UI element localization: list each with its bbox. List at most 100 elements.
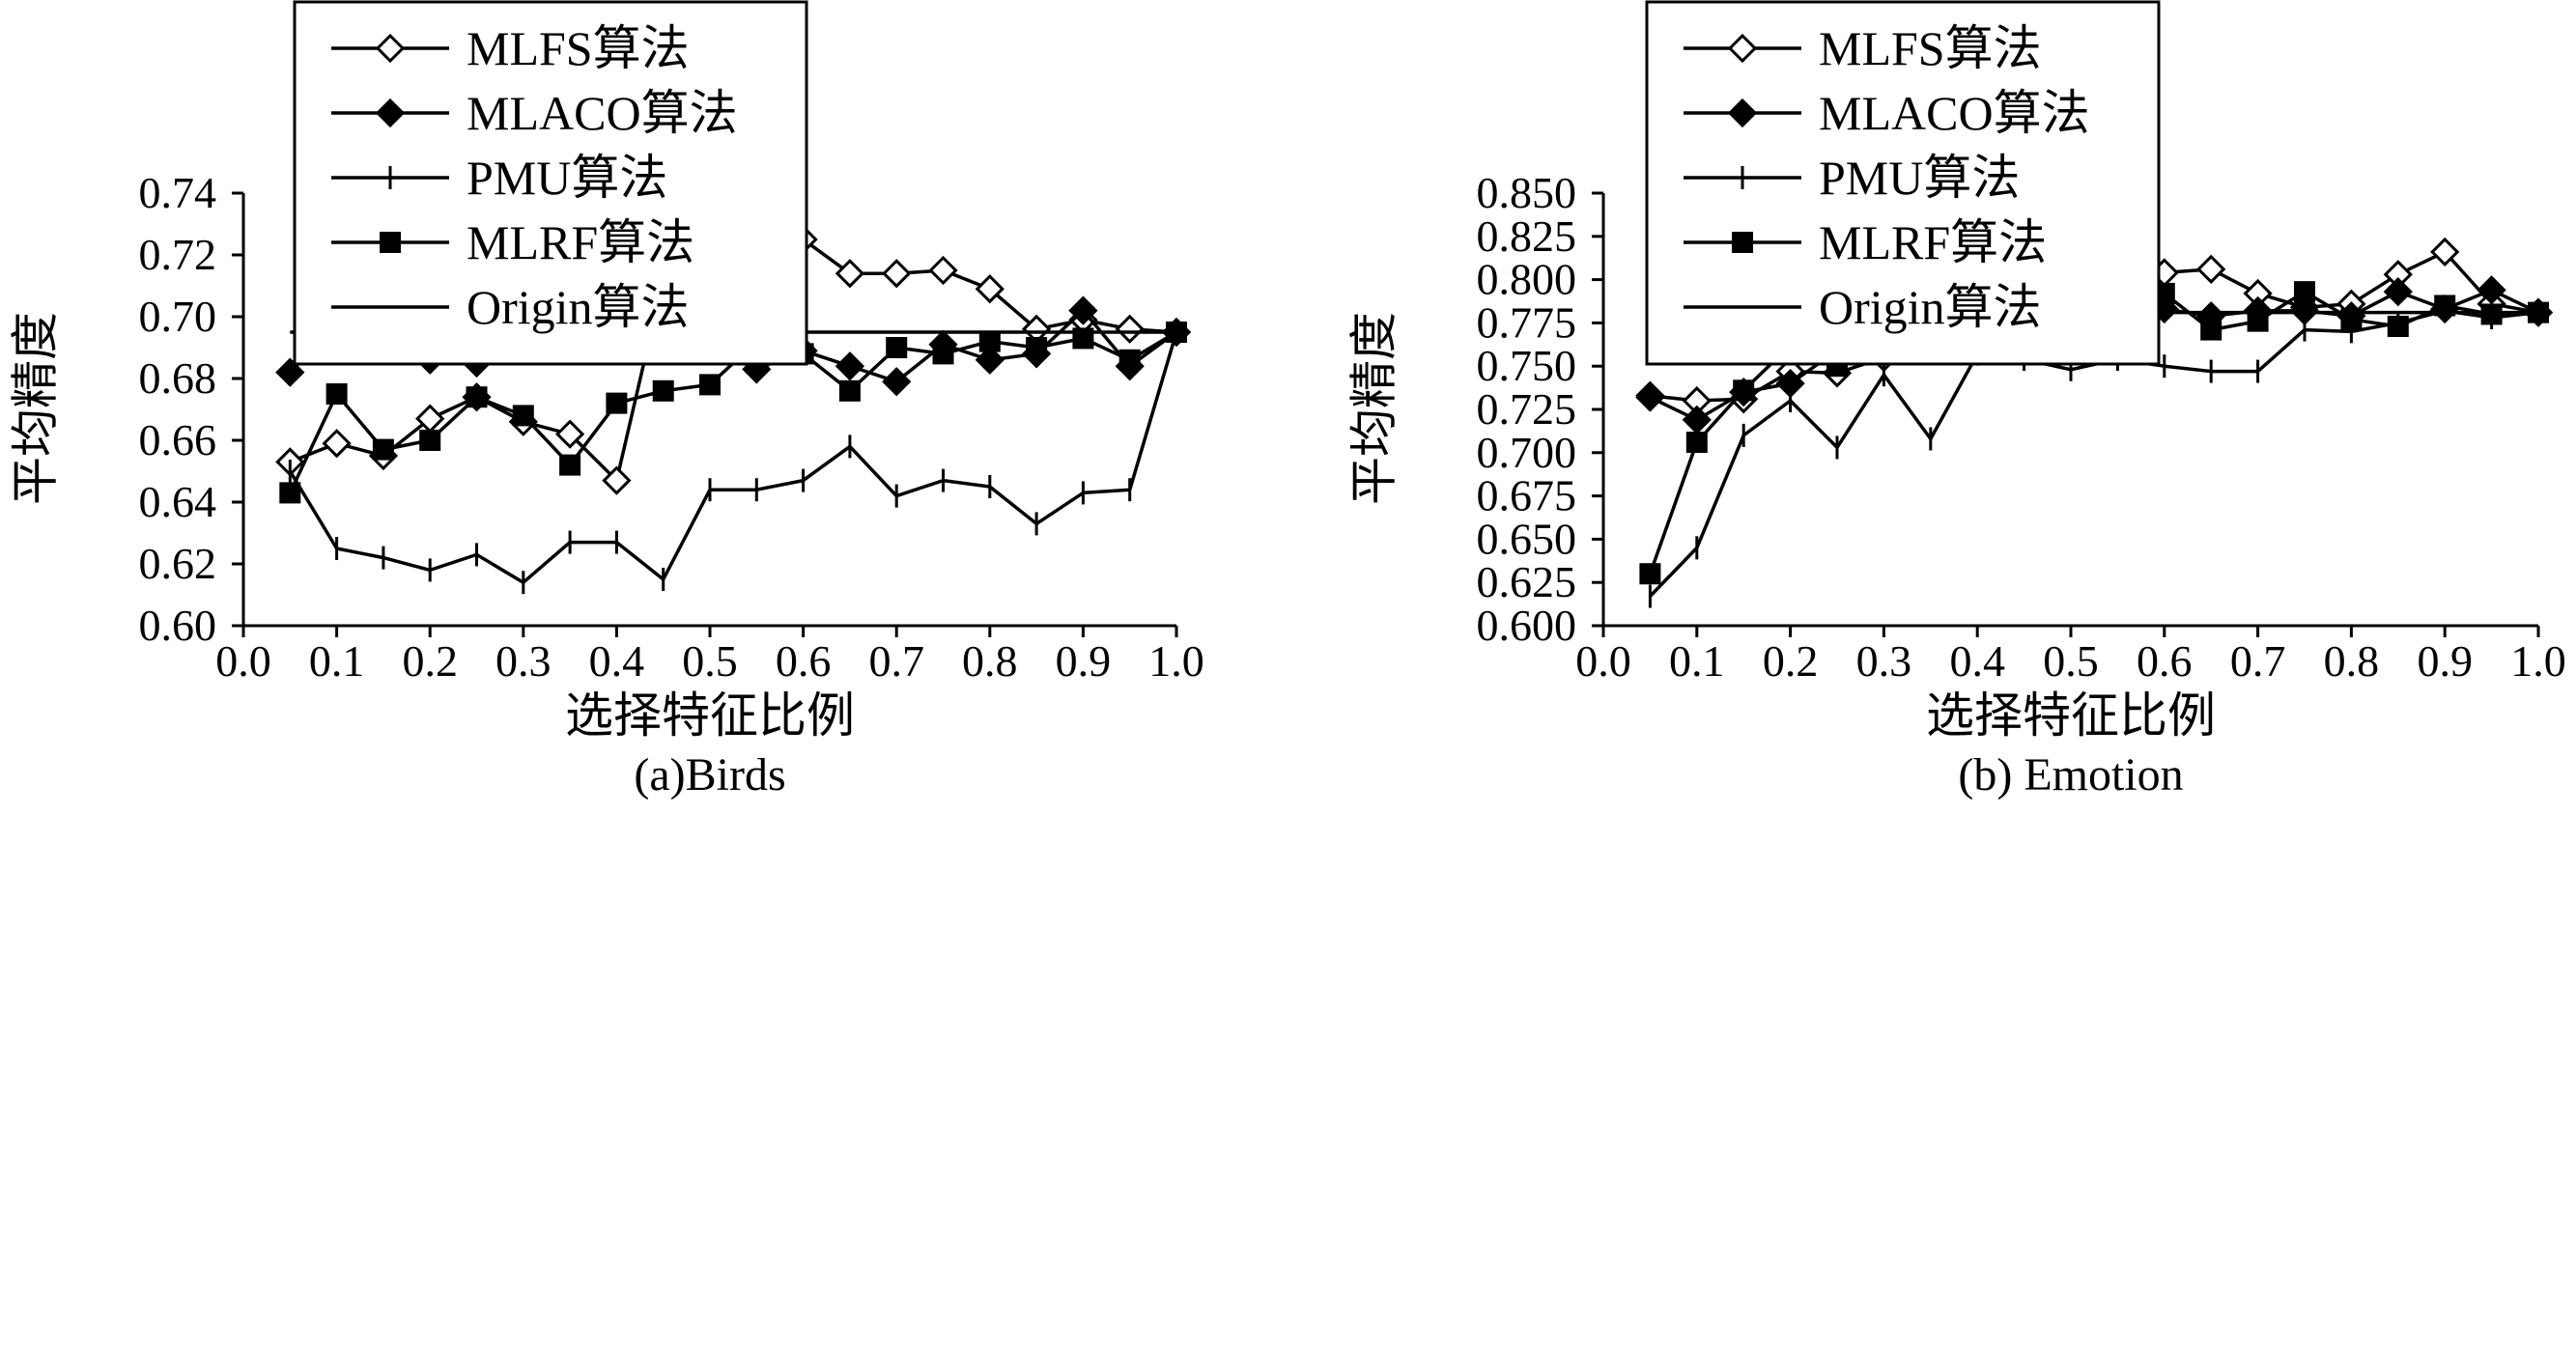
- y-axis-label: 平均精度: [1346, 312, 1401, 505]
- data-point-mlrf: [2294, 281, 2315, 303]
- data-point-mlaco: [835, 351, 865, 381]
- data-point-mlfs: [602, 465, 632, 495]
- data-point-mlaco: [2477, 275, 2506, 305]
- x-tick-label: 0.6: [2137, 636, 2193, 686]
- data-point-mlrf: [1118, 349, 1141, 371]
- legend-label: MLACO算法: [467, 86, 738, 140]
- data-point-mlrf: [279, 482, 301, 504]
- y-tick-label: 0.72: [139, 230, 217, 279]
- data-point-mlrf: [2200, 319, 2222, 341]
- legend-label: PMU算法: [1819, 151, 2020, 205]
- data-point-mlrf: [1026, 337, 1048, 358]
- x-tick-label: 0.1: [309, 636, 365, 686]
- data-point-mlrf: [1639, 563, 1661, 585]
- legend-item-origin: Origin算法: [1684, 280, 2042, 334]
- data-point-mlrf: [978, 330, 1001, 352]
- data-point-mlaco: [882, 367, 912, 397]
- data-point-mlrf: [466, 386, 488, 408]
- x-tick-label: 0.2: [402, 636, 458, 686]
- data-point-mlfs: [322, 429, 352, 459]
- data-point-mlrf: [419, 430, 441, 451]
- legend-swatch-marker: [1727, 98, 1758, 128]
- x-tick-label: 0.6: [776, 636, 832, 686]
- chart-subtitle: (a)Birds: [634, 749, 785, 800]
- data-point-mlaco: [975, 345, 1005, 375]
- x-tick-label: 1.0: [1148, 636, 1204, 686]
- y-tick-label: 0.750: [1477, 341, 1577, 390]
- legend-item-mlfs: MLFS算法: [331, 21, 690, 75]
- legend-item-mlrf: MLRF算法: [331, 215, 694, 269]
- x-tick-label: 0.5: [2043, 636, 2099, 686]
- data-point-mlrf: [606, 392, 628, 414]
- data-point-mlaco: [275, 357, 305, 387]
- y-tick-label: 0.74: [139, 168, 217, 217]
- x-axis-label: 选择特征比例: [1926, 688, 2216, 743]
- legend: MLFS算法 MLACO算法 PMU算法 MLRF算法 Origin算法: [293, 0, 808, 366]
- y-tick-label: 0.600: [1477, 601, 1577, 650]
- data-point-mlfs: [975, 274, 1005, 304]
- data-point-mlfs: [1115, 314, 1145, 344]
- data-point-mlrf: [326, 383, 348, 405]
- legend-swatch-marker: [1727, 33, 1758, 64]
- y-tick-label: 0.850: [1477, 168, 1577, 217]
- data-point-mlfs: [928, 255, 958, 286]
- data-point-mlaco: [1635, 382, 1665, 412]
- legend-label: MLFS算法: [1819, 21, 2042, 75]
- y-tick-label: 0.64: [139, 477, 217, 526]
- y-tick-label: 0.650: [1477, 514, 1577, 563]
- legend-label: Origin算法: [467, 280, 690, 334]
- y-tick-label: 0.625: [1477, 557, 1577, 606]
- y-tick-label: 0.675: [1477, 471, 1577, 520]
- x-tick-label: 0.7: [2230, 636, 2286, 686]
- legend-item-pmu: PMU算法: [331, 151, 667, 205]
- legend-label: MLACO算法: [1819, 86, 2090, 140]
- x-tick-label: 0.9: [1056, 636, 1112, 686]
- data-point-mlrf: [1685, 432, 1708, 454]
- y-tick-label: 0.725: [1477, 384, 1577, 434]
- y-tick-label: 0.60: [139, 601, 217, 650]
- y-tick-label: 0.775: [1477, 297, 1577, 347]
- legend-label: MLFS算法: [467, 21, 690, 75]
- data-point-mlrf: [372, 438, 394, 461]
- data-point-mlrf: [2387, 315, 2409, 337]
- x-tick-label: 0.0: [1575, 636, 1631, 686]
- legend-item-origin: Origin算法: [331, 280, 690, 334]
- data-point-mlrf: [652, 379, 674, 402]
- x-tick-label: 0.3: [1856, 636, 1912, 686]
- data-point-mlrf: [838, 379, 861, 402]
- data-point-mlaco: [1682, 405, 1712, 435]
- y-tick-label: 0.66: [139, 415, 217, 464]
- data-point-mlrf: [699, 374, 721, 396]
- y-axis-label: 平均精度: [8, 312, 62, 505]
- legend-item-mlrf: MLRF算法: [1684, 215, 2047, 269]
- x-tick-label: 0.9: [2417, 636, 2473, 686]
- legend-label: PMU算法: [467, 151, 667, 205]
- y-tick-label: 0.800: [1477, 255, 1577, 304]
- legend-label: MLRF算法: [1819, 215, 2047, 269]
- data-point-mlrf: [2480, 303, 2503, 325]
- legend-item-mlaco: MLACO算法: [1684, 86, 2090, 140]
- legend-box: [1645, 0, 2161, 366]
- data-point-mlfs: [2196, 254, 2226, 284]
- y-tick-label: 0.700: [1477, 428, 1577, 477]
- legend-swatch-marker: [375, 98, 406, 128]
- data-point-mlrf: [512, 405, 534, 427]
- x-axis-label: 选择特征比例: [565, 688, 855, 743]
- x-tick-label: 0.4: [1949, 636, 2005, 686]
- x-tick-label: 0.2: [1763, 636, 1819, 686]
- x-tick-label: 0.7: [868, 636, 924, 686]
- data-point-mlrf: [886, 337, 908, 358]
- data-point-mlaco: [2383, 277, 2413, 307]
- data-point-mlfs: [2430, 237, 2460, 267]
- legend-box: [293, 0, 808, 366]
- legend-swatch-marker: [1732, 232, 1753, 253]
- chart-birds: 0.60 0.62 0.64 0.66 0.68 0.70 0.72 0.74 0.0 0.1 0.…: [8, 0, 1204, 800]
- legend-item-pmu: PMU算法: [1684, 151, 2020, 205]
- y-tick-label: 0.68: [139, 353, 217, 403]
- x-tick-label: 0.8: [2324, 636, 2380, 686]
- x-tick-label: 0.3: [495, 636, 552, 686]
- series-line-pmu: [288, 331, 1178, 584]
- y-tick-label: 0.825: [1477, 211, 1577, 261]
- data-point-mlrf: [559, 454, 581, 476]
